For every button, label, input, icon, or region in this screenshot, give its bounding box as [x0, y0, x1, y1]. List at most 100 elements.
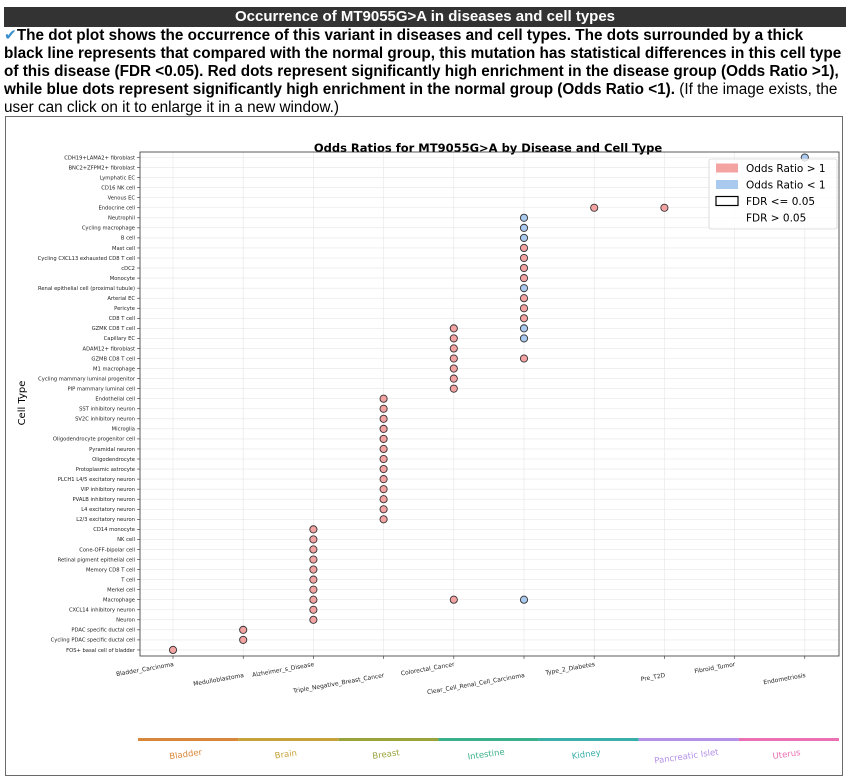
dot-odds-high[interactable]	[519, 304, 529, 313]
dot-odds-high[interactable]	[379, 464, 388, 474]
dot-odds-high[interactable]	[379, 394, 388, 403]
y-tick-label: PIP mammary luminal cell	[67, 386, 135, 392]
dot-odds-high[interactable]	[379, 454, 388, 464]
y-tick-label: FOS+ basal cell of bladder	[66, 648, 136, 654]
dot-odds-high[interactable]	[449, 364, 458, 373]
dot-odds-low[interactable]	[519, 284, 529, 293]
dot-odds-high[interactable]	[379, 414, 388, 423]
dot-odds-high[interactable]	[309, 615, 318, 624]
y-tick-label: CD8 T cell	[109, 316, 135, 322]
dot-odds-high[interactable]	[449, 384, 458, 393]
x-tick-label: Endometriosis	[763, 672, 806, 686]
dot-odds-high[interactable]	[379, 485, 388, 494]
dot-odds-high[interactable]	[449, 334, 458, 343]
dot-odds-high[interactable]	[379, 475, 388, 484]
y-tick-label: Capillary EC	[104, 336, 136, 342]
y-tick-label: PDAC specific ductal cell	[71, 628, 135, 634]
dot-odds-low[interactable]	[519, 334, 529, 343]
dot-plot-figure[interactable]: Odds Ratios for MT9055G>A by Disease and…	[5, 116, 843, 776]
dot-odds-high[interactable]	[519, 354, 529, 363]
legend-label: Odds Ratio > 1	[746, 163, 826, 175]
dot-odds-high[interactable]	[449, 374, 458, 383]
tissue-label: Kidney	[571, 748, 601, 762]
dot-odds-high[interactable]	[379, 434, 388, 443]
dot-odds-high[interactable]	[449, 354, 458, 363]
tissue-band-segment	[338, 738, 439, 741]
y-tick-label: cDC2	[121, 266, 135, 272]
dot-odds-high[interactable]	[309, 595, 318, 604]
dot-odds-high[interactable]	[309, 555, 318, 564]
dot-odds-low[interactable]	[519, 223, 529, 232]
dot-odds-high[interactable]	[449, 595, 458, 604]
dot-odds-high[interactable]	[660, 203, 669, 212]
y-tick-label: SST inhibitory neuron	[79, 407, 135, 413]
y-tick-label: GZMB CD8 T cell	[91, 356, 135, 362]
y-tick-label: Oligodendrocyte	[92, 457, 135, 463]
dot-odds-high[interactable]	[379, 515, 388, 524]
x-tick-label: Fibroid_Tumor	[694, 661, 737, 675]
tissue-band-segment	[138, 738, 239, 741]
y-tick-label: Oligodendrocyte progenitor cell	[53, 437, 135, 443]
legend-label: FDR > 0.05	[746, 213, 806, 225]
dot-odds-high[interactable]	[379, 404, 388, 413]
x-tick-label: Colorectal_Cancer	[400, 661, 455, 677]
tissue-label: Brain	[274, 749, 297, 762]
legend-swatch	[715, 195, 739, 207]
dot-odds-high[interactable]	[309, 575, 318, 584]
y-tick-label: Cone-OFF-bipolar cell	[79, 547, 135, 553]
legend-box	[708, 158, 838, 230]
y-axis-label: Cell Type	[17, 381, 28, 426]
tissue-band-segment	[538, 738, 639, 741]
y-tick-label: NK cell	[117, 537, 135, 543]
dot-plot-chart[interactable]: Odds Ratios for MT9055G>A by Disease and…	[6, 117, 844, 777]
dot-odds-high[interactable]	[309, 545, 318, 554]
dot-odds-low[interactable]	[519, 324, 529, 333]
y-tick-label: T cell	[120, 577, 135, 583]
dot-odds-high[interactable]	[590, 203, 599, 212]
y-tick-label: Endocrine cell	[98, 206, 135, 212]
dot-odds-high[interactable]	[519, 243, 529, 252]
dot-odds-high[interactable]	[309, 585, 318, 594]
tissue-label: Pancreatic Islet	[654, 747, 720, 766]
dot-odds-high[interactable]	[449, 324, 458, 333]
dot-odds-high[interactable]	[519, 314, 529, 323]
y-tick-label: Neutrophil	[108, 216, 135, 222]
y-tick-label: GZMK CD8 T cell	[92, 326, 135, 332]
y-tick-label: Cycling macrophage	[82, 226, 135, 232]
y-tick-label: Pericyte	[114, 306, 135, 312]
x-tick-label: Bladder_Carcinoma	[116, 661, 175, 678]
legend-label: FDR <= 0.05	[746, 196, 815, 208]
dot-odds-low[interactable]	[519, 233, 529, 242]
y-tick-label: Protoplasmic astrocyte	[76, 467, 135, 473]
dot-odds-high[interactable]	[519, 274, 529, 283]
dot-odds-high[interactable]	[519, 263, 529, 273]
dot-odds-high[interactable]	[239, 635, 248, 644]
dot-odds-high[interactable]	[309, 605, 318, 614]
y-tick-label: Pyramidal neuron	[89, 447, 135, 453]
x-tick-label: Type_2_Diabetes	[544, 661, 596, 677]
y-tick-label: VIP inhibitory neuron	[81, 487, 135, 493]
y-tick-label: Lymphatic EC	[100, 175, 136, 181]
legend-label: Odds Ratio < 1	[746, 180, 826, 192]
dot-odds-low[interactable]	[519, 213, 529, 222]
plot-frame	[139, 151, 840, 657]
tissue-label: Intestine	[467, 747, 505, 762]
dot-odds-high[interactable]	[379, 444, 388, 454]
y-tick-label: Monocyte	[110, 276, 135, 282]
dot-odds-high[interactable]	[309, 525, 318, 534]
dot-odds-high[interactable]	[239, 625, 248, 634]
dot-odds-high[interactable]	[379, 495, 388, 504]
dot-odds-high[interactable]	[309, 535, 318, 544]
y-tick-label: L2/3 excitatory neuron	[76, 517, 135, 523]
dot-odds-high[interactable]	[519, 294, 529, 303]
y-tick-label: SV2C inhibitory neuron	[75, 417, 135, 423]
dot-odds-high[interactable]	[449, 344, 458, 353]
y-tick-label: Retinal pigment epithelial cell	[58, 557, 135, 563]
dot-odds-high[interactable]	[519, 253, 529, 263]
dot-odds-high[interactable]	[168, 645, 178, 655]
dot-odds-high[interactable]	[379, 424, 388, 433]
x-tick-label: Pre_T2D	[640, 672, 666, 683]
dot-odds-high[interactable]	[309, 565, 318, 574]
dot-odds-high[interactable]	[379, 505, 388, 514]
dot-odds-low[interactable]	[519, 595, 529, 604]
